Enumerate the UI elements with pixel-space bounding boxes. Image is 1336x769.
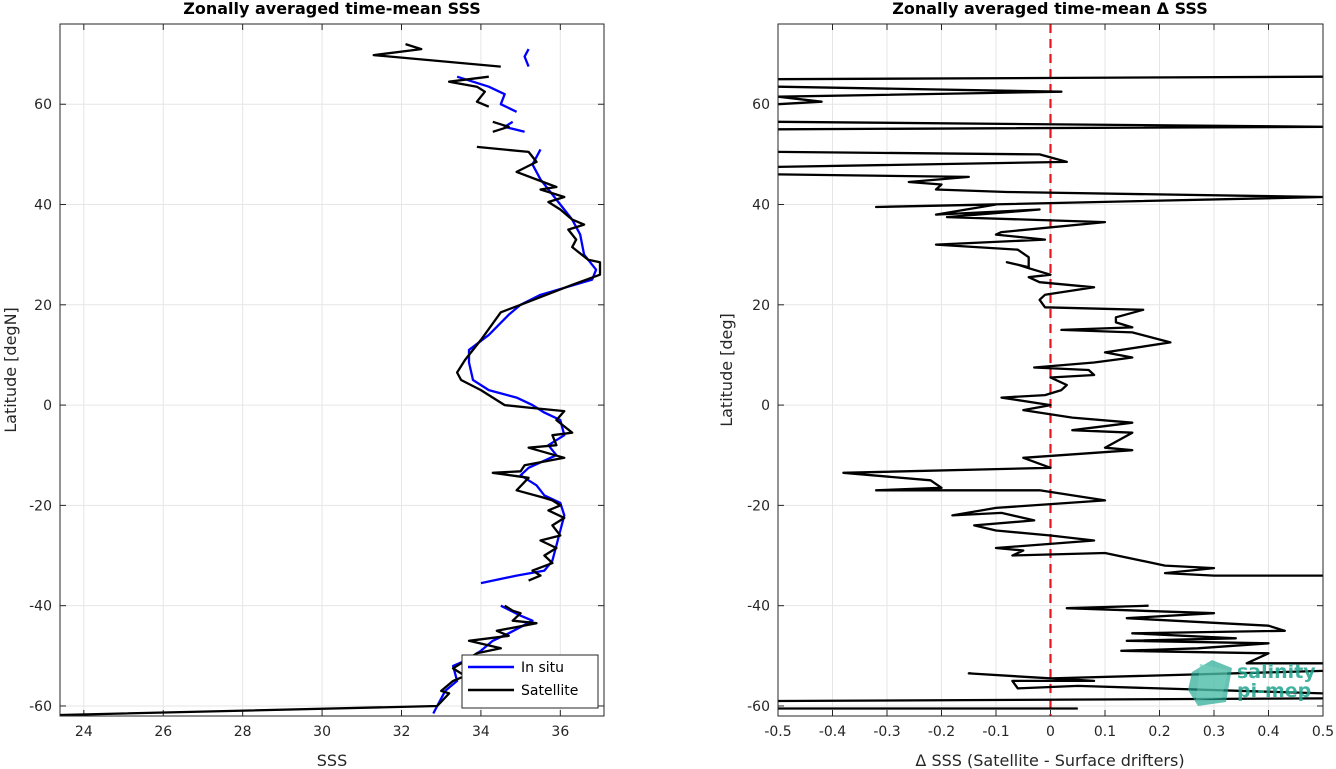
left-tick-labels: 24 26 28 30 32 34 36 -60 -40 -20 0 20 40 60 <box>29 97 569 740</box>
y-tick-label: 40 <box>752 198 770 214</box>
series-group <box>778 24 1323 716</box>
y-tick-label: -20 <box>747 498 770 514</box>
x-tick-label: 0.1 <box>1094 724 1116 740</box>
y-tick-label: 20 <box>752 298 770 314</box>
delta-sss-series-line <box>1065 604 1323 665</box>
x-tick-label: -0.2 <box>928 724 955 740</box>
in-situ-series-line <box>503 120 525 133</box>
left-y-axis-label: Latitude [degN] <box>1 307 20 433</box>
right-plot-area <box>778 24 1323 716</box>
right-y-axis-label: Latitude [deg] <box>717 313 736 427</box>
salinity-pi-mep-logo: salinity pi-mep <box>1188 660 1316 706</box>
x-tick-label: -0.3 <box>873 724 900 740</box>
satellite-series-line <box>372 43 501 68</box>
y-tick-label: 20 <box>34 298 52 314</box>
logo-line2: pi-mep <box>1237 680 1311 702</box>
x-tick-label: 34 <box>472 724 490 740</box>
delta-sss-series-line <box>778 173 1323 577</box>
logo-line1: salinity <box>1237 661 1316 683</box>
legend: In situ Satellite <box>461 654 599 709</box>
x-tick-label: 32 <box>393 724 411 740</box>
x-tick-label: 0.4 <box>1257 724 1279 740</box>
left-x-axis-label: SSS <box>317 751 347 769</box>
right-chart-title: Zonally averaged time-mean Δ SSS <box>892 0 1208 18</box>
left-chart: Zonally averaged time-mean SSS 24 26 28 30 3… <box>1 0 605 769</box>
delta-sss-series-line <box>967 669 1323 695</box>
in-situ-series-line <box>456 75 518 113</box>
satellite-series-line <box>455 145 602 582</box>
x-tick-label: 30 <box>313 724 331 740</box>
satellite-series-line <box>447 75 490 108</box>
x-tick-label: 0.3 <box>1203 724 1225 740</box>
delta-sss-series-line <box>778 697 1323 703</box>
legend-label-satellite: Satellite <box>521 683 578 699</box>
y-tick-label: -40 <box>747 599 770 615</box>
y-tick-label: -60 <box>747 699 770 715</box>
delta-sss-series-line <box>778 85 1063 106</box>
left-plot-area <box>60 43 602 716</box>
left-chart-title: Zonally averaged time-mean SSS <box>183 0 481 18</box>
delta-sss-series-line <box>778 150 1068 169</box>
legend-box <box>461 654 599 709</box>
satellite-series-line <box>60 604 538 716</box>
y-tick-label: 0 <box>43 398 52 414</box>
right-tick-labels: -0.5 -0.4 -0.3 -0.2 -0.1 0 0.1 0.2 0.3 0.4 0.5 -60 -… <box>747 97 1334 740</box>
logo-shape-inner-icon <box>1196 664 1228 700</box>
y-tick-label: -40 <box>29 599 52 615</box>
x-tick-label: -0.1 <box>982 724 1009 740</box>
y-tick-label: -60 <box>29 699 52 715</box>
delta-sss-series-line <box>778 120 1323 131</box>
x-tick-label: 24 <box>75 724 93 740</box>
delta-sss-series-line <box>778 75 1323 81</box>
left-axes-box <box>59 23 605 717</box>
x-tick-label: 36 <box>551 724 569 740</box>
y-tick-label: 40 <box>34 198 52 214</box>
x-tick-label: -0.4 <box>819 724 846 740</box>
x-tick-label: 0 <box>1046 724 1055 740</box>
satellite-series-line <box>492 120 510 133</box>
right-axes-box <box>777 23 1324 717</box>
x-tick-label: 0.5 <box>1312 724 1334 740</box>
y-tick-label: 60 <box>34 97 52 113</box>
y-tick-label: 60 <box>752 97 770 113</box>
x-tick-label: 0.2 <box>1148 724 1170 740</box>
left-grid <box>60 24 604 716</box>
y-tick-label: 0 <box>761 398 770 414</box>
x-tick-label: -0.5 <box>764 724 791 740</box>
x-tick-label: 26 <box>154 724 172 740</box>
right-x-axis-label: Δ SSS (Satellite - Surface drifters) <box>915 751 1184 769</box>
x-tick-label: 28 <box>234 724 252 740</box>
y-tick-label: -20 <box>29 498 52 514</box>
in-situ-series-line <box>523 48 530 68</box>
right-chart: Zonally averaged time-mean Δ SSS -0.5 -0.… <box>717 0 1334 769</box>
in-situ-series-line <box>467 148 598 585</box>
legend-label-in-situ: In situ <box>521 660 564 676</box>
series-group <box>60 43 602 716</box>
